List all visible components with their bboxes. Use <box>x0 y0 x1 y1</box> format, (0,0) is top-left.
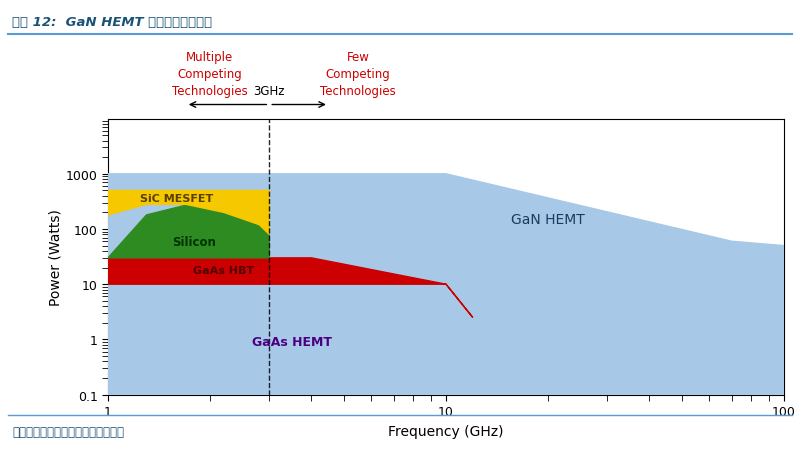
Text: GaN HEMT: GaN HEMT <box>511 213 585 227</box>
Polygon shape <box>108 174 784 395</box>
Text: 资料来源：英飞凌，国盛证券研究所: 资料来源：英飞凌，国盛证券研究所 <box>12 425 124 438</box>
Text: Multiple
Competing
Technologies: Multiple Competing Technologies <box>172 50 248 97</box>
Text: 图表 12:  GaN HEMT 禁带宽度表现优异: 图表 12: GaN HEMT 禁带宽度表现优异 <box>12 16 212 29</box>
Text: GaAs HEMT: GaAs HEMT <box>252 336 332 349</box>
Text: SiC MESFET: SiC MESFET <box>140 193 214 203</box>
Polygon shape <box>108 191 270 235</box>
Text: Silicon: Silicon <box>172 235 216 248</box>
Y-axis label: Power (Watts): Power (Watts) <box>49 209 63 305</box>
Polygon shape <box>108 258 473 318</box>
Text: GaAs HBT: GaAs HBT <box>193 265 254 275</box>
X-axis label: Frequency (GHz): Frequency (GHz) <box>388 424 504 437</box>
Text: Few
Competing
Technologies: Few Competing Technologies <box>320 50 396 97</box>
Polygon shape <box>108 206 270 258</box>
Text: 3GHz: 3GHz <box>254 84 285 97</box>
